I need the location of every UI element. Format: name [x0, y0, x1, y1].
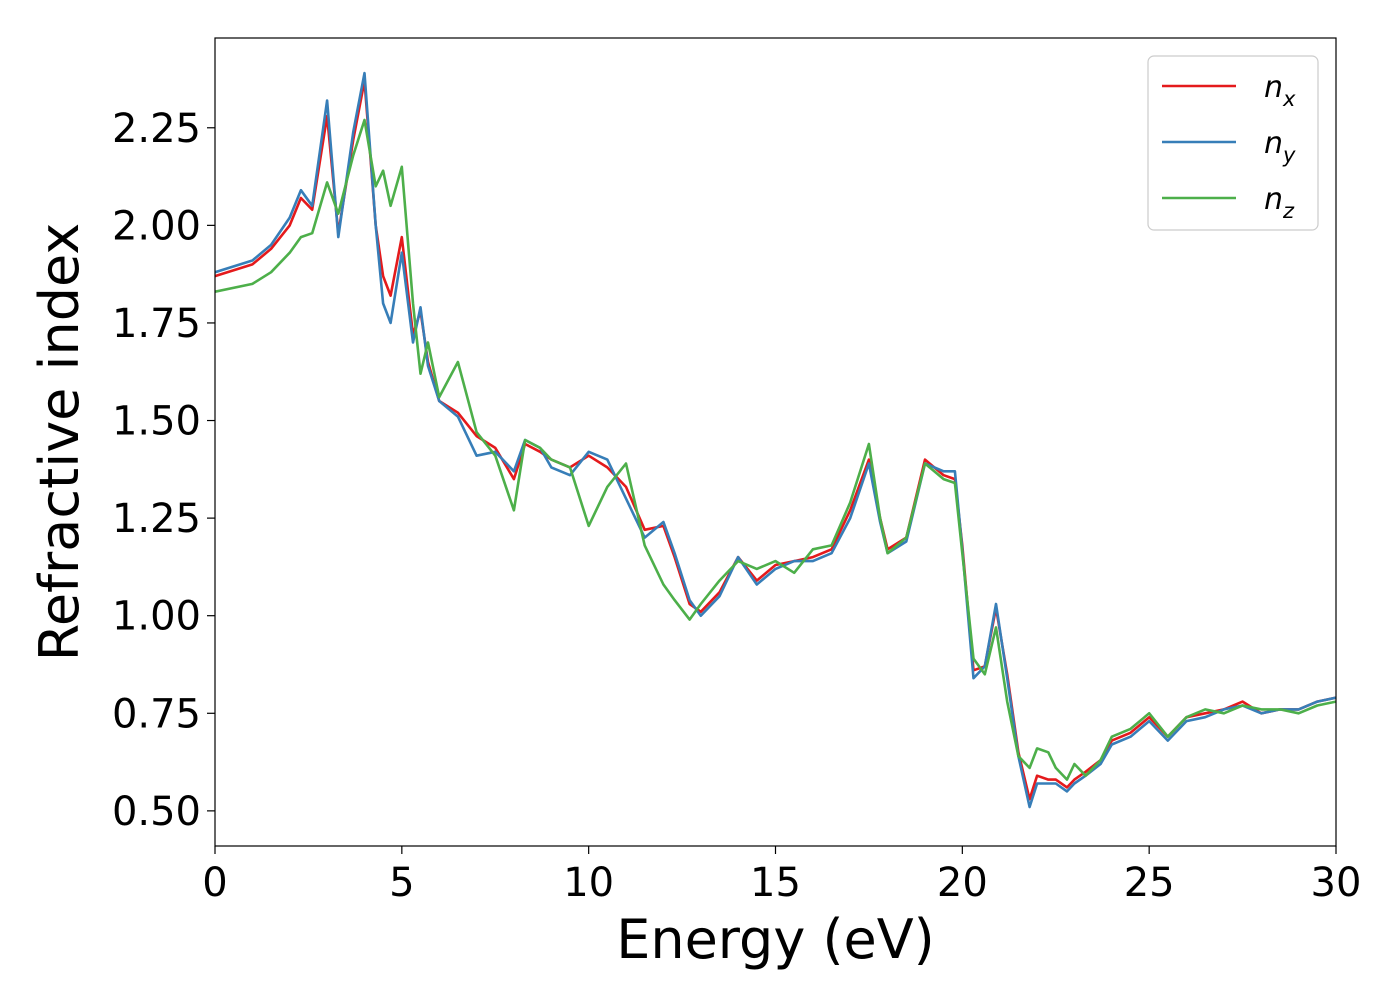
x-tick-label: 15	[750, 860, 801, 906]
x-tick-label: 20	[937, 860, 988, 906]
y-tick-label: 2.00	[112, 203, 201, 249]
series-layer	[215, 71, 1336, 809]
series-line-n-y	[215, 71, 1336, 809]
y-tick-label: 0.50	[112, 789, 201, 835]
x-tick-label: 0	[202, 860, 227, 906]
x-axis-ticks: 0 5 10 15 20 25 30	[202, 846, 1361, 906]
y-tick-label: 1.00	[112, 594, 201, 640]
x-axis-title: Energy (eV)	[616, 908, 935, 971]
y-tick-label: 2.25	[112, 106, 201, 152]
x-tick-label: 10	[563, 860, 614, 906]
legend-label-n-z: nz	[1264, 182, 1295, 223]
x-tick-label: 25	[1124, 860, 1175, 906]
y-tick-label: 0.75	[112, 691, 201, 737]
y-axis-ticks: 0.50 0.75 1.00 1.25 1.50 1.75 2.00 2.25	[112, 106, 215, 835]
y-tick-label: 1.50	[112, 399, 201, 445]
series-line-n-z	[215, 118, 1336, 781]
y-tick-label: 1.75	[112, 301, 201, 347]
y-tick-label: 1.25	[112, 496, 201, 542]
x-tick-label: 5	[389, 860, 414, 906]
x-tick-label: 30	[1311, 860, 1362, 906]
legend-label-n-y: ny	[1264, 126, 1296, 167]
legend: nx ny nz	[1147, 55, 1319, 231]
legend-label-n-x: nx	[1264, 70, 1296, 111]
y-axis-title: Refractive index	[28, 223, 91, 662]
